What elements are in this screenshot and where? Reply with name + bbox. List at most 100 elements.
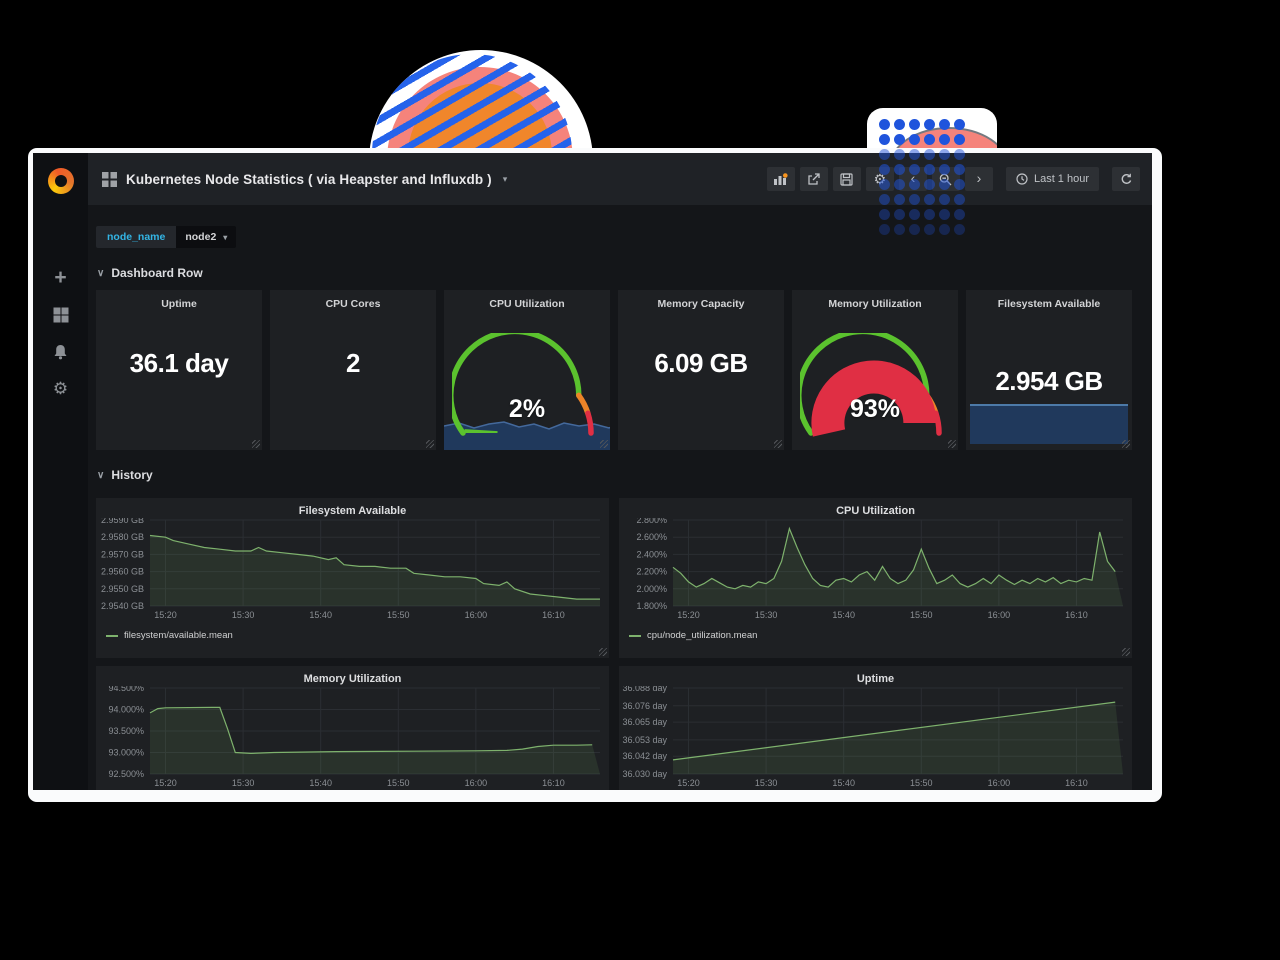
navbar: Kubernetes Node Statistics ( via Heapste… (88, 153, 1152, 205)
share-icon (808, 172, 821, 185)
graph-title[interactable]: Uptime (856, 673, 895, 685)
sparkline-bar (970, 404, 1128, 444)
share-button[interactable] (799, 167, 828, 191)
refresh-button[interactable] (1112, 167, 1140, 191)
svg-text:2.9570 GB: 2.9570 GB (101, 549, 144, 559)
svg-text:93.000%: 93.000% (108, 748, 144, 758)
row-label: Dashboard Row (111, 266, 203, 280)
stat-value: 6.09 GB (654, 348, 748, 378)
svg-text:16:00: 16:00 (465, 778, 488, 788)
svg-text:36.088 day: 36.088 day (622, 686, 667, 693)
svg-text:36.030 day: 36.030 day (622, 769, 667, 779)
save-button[interactable] (832, 167, 861, 191)
svg-text:16:00: 16:00 (988, 610, 1011, 620)
resize-handle[interactable] (948, 440, 956, 448)
resize-handle[interactable] (1122, 648, 1130, 656)
gauge-value: 2% (508, 395, 546, 423)
row-label: History (111, 468, 153, 482)
svg-text:92.500%: 92.500% (108, 769, 144, 779)
legend-item[interactable]: filesystem/available.mean (106, 630, 609, 641)
svg-text:16:10: 16:10 (1065, 778, 1088, 788)
svg-text:15:30: 15:30 (232, 610, 255, 620)
graph-uptime: Uptime 36.088 day 36.076 day 36.065 day 36.… (619, 666, 1132, 790)
clock-icon (1016, 173, 1028, 185)
graph-memory-utilization: Memory Utilization 94.500% 94.000% 93.500%… (96, 666, 609, 790)
chevron-down-icon: ∨ (97, 469, 105, 481)
plot-area: 2.800% 2.600% 2.400% 2.200% 2.000% 1.800% 15:2… (619, 515, 1132, 627)
panel-title[interactable]: Filesystem Available (997, 298, 1101, 310)
panel-memory-capacity: Memory Capacity 6.09 GB (618, 290, 784, 450)
svg-text:2.9560 GB: 2.9560 GB (101, 567, 144, 577)
svg-text:36.042 day: 36.042 day (622, 751, 667, 761)
stat-value: 2 (346, 348, 360, 378)
chevron-down-icon: ▾ (223, 232, 228, 242)
dashboard-settings-button[interactable]: ⚙ (865, 167, 894, 191)
sidebar: + ⚙ (33, 153, 88, 790)
panel-title[interactable]: Uptime (161, 298, 197, 310)
sparkline-area (444, 421, 610, 450)
svg-text:15:30: 15:30 (755, 610, 778, 620)
sidebar-create-button[interactable]: + (33, 259, 88, 296)
svg-text:16:00: 16:00 (988, 778, 1011, 788)
panel-filesystem-available: Filesystem Available 2.954 GB (966, 290, 1132, 450)
row-header-dashboard-row[interactable]: ∨ Dashboard Row (97, 263, 1132, 283)
chevron-down-icon[interactable]: ▾ (502, 173, 508, 184)
graph-title[interactable]: Memory Utilization (303, 673, 402, 685)
resize-handle[interactable] (774, 440, 782, 448)
stat-value: 36.1 day (129, 348, 229, 378)
sidebar-alerting-button[interactable] (33, 333, 88, 370)
svg-text:16:00: 16:00 (465, 610, 488, 620)
svg-text:15:40: 15:40 (832, 610, 855, 620)
row-header-history[interactable]: ∨ History (97, 465, 1132, 485)
plot-area: 2.9590 GB 2.9580 GB 2.9570 GB 2.9560 GB 2.95… (96, 515, 609, 627)
time-forward-button[interactable]: › (964, 167, 993, 191)
grafana-logo[interactable] (47, 168, 74, 194)
save-icon (840, 172, 854, 186)
svg-text:15:20: 15:20 (154, 610, 177, 620)
svg-text:94.000%: 94.000% (108, 705, 144, 715)
resize-handle[interactable] (252, 440, 260, 448)
resize-handle[interactable] (600, 440, 608, 448)
svg-text:93.500%: 93.500% (108, 726, 144, 736)
plot-area: 94.500% 94.000% 93.500% 93.000% 92.500% 15:20… (96, 683, 609, 790)
svg-text:36.053 day: 36.053 day (622, 735, 667, 745)
svg-text:15:20: 15:20 (677, 610, 700, 620)
resize-handle[interactable] (426, 440, 434, 448)
graph-title[interactable]: Filesystem Available (298, 505, 407, 517)
resize-handle[interactable] (599, 648, 607, 656)
dashboard-title[interactable]: Kubernetes Node Statistics ( via Heapste… (126, 171, 492, 187)
variable-label: node_name (96, 226, 177, 248)
variable-value-dropdown[interactable]: node2 ▾ (176, 226, 237, 248)
time-range-button[interactable]: Last 1 hour (1005, 167, 1099, 191)
sidebar-settings-button[interactable]: ⚙ (33, 370, 88, 407)
gear-icon: ⚙ (52, 379, 69, 398)
sidebar-dashboards-button[interactable] (33, 296, 88, 333)
chevron-down-icon: ∨ (97, 267, 105, 279)
graph-title[interactable]: CPU Utilization (836, 505, 915, 517)
legend-item[interactable]: cpu/node_utilization.mean (629, 630, 1132, 641)
svg-text:2.000%: 2.000% (636, 584, 667, 594)
panel-title[interactable]: CPU Utilization (489, 298, 565, 310)
gear-icon: ⚙ (873, 170, 887, 187)
resize-handle[interactable] (1122, 440, 1130, 448)
time-range-label: Last 1 hour (1033, 173, 1089, 185)
panel-title[interactable]: CPU Cores (325, 298, 381, 310)
bell-icon (54, 344, 67, 359)
legend-label: cpu/node_utilization.mean (647, 630, 758, 641)
time-back-button[interactable]: ‹ (898, 167, 927, 191)
svg-text:94.500%: 94.500% (108, 686, 144, 693)
panel-title[interactable]: Memory Capacity (657, 298, 745, 310)
svg-text:15:30: 15:30 (232, 778, 255, 788)
plot-area: 36.088 day 36.076 day 36.065 day 36.053 day… (619, 683, 1132, 790)
dashboard-icon[interactable] (102, 171, 117, 187)
chevron-left-icon: ‹ (910, 170, 916, 186)
dashboard-content: node_name node2 ▾ ∨ Dashboard Row Uptime… (88, 205, 1152, 790)
svg-text:2.9580 GB: 2.9580 GB (101, 532, 144, 542)
svg-text:36.065 day: 36.065 day (622, 717, 667, 727)
chevron-right-icon: › (976, 170, 982, 186)
add-panel-button[interactable] (766, 167, 795, 191)
panel-title[interactable]: Memory Utilization (828, 298, 922, 310)
template-variable: node_name node2 ▾ (96, 226, 237, 248)
svg-text:15:20: 15:20 (154, 778, 177, 788)
zoom-out-button[interactable] (931, 167, 960, 191)
